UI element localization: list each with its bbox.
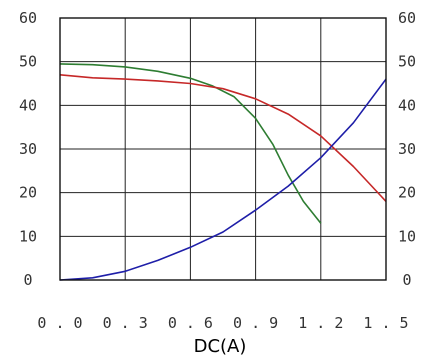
series-group bbox=[59, 63, 387, 281]
y-tick-label-right-0: 0 bbox=[402, 271, 411, 289]
x-tick-labels: 0 . 0 0 . 3 0 . 6 0 . 9 1 . 2 1 . 5 bbox=[37, 314, 408, 332]
y-tick-label-left-2: 20 bbox=[19, 184, 37, 202]
x-tick-label-0: 0 . 0 bbox=[37, 314, 82, 332]
y-tick-label-right-1: 10 bbox=[398, 227, 416, 245]
y-tick-label-right-4: 40 bbox=[398, 96, 416, 114]
x-tick-label-2: 0 . 6 bbox=[168, 314, 213, 332]
x-tick-label-4: 1 . 2 bbox=[298, 314, 343, 332]
y-tick-label-left-1: 10 bbox=[19, 227, 37, 245]
y-tick-label-left-6: 60 bbox=[19, 9, 37, 27]
x-tick-label-1: 0 . 3 bbox=[103, 314, 148, 332]
grid bbox=[59, 17, 387, 281]
y-tick-labels-left: 0 10 20 30 40 50 60 bbox=[19, 9, 37, 289]
y-tick-label-left-3: 30 bbox=[19, 140, 37, 158]
plot-frame bbox=[59, 17, 387, 281]
series-line-0 bbox=[59, 63, 322, 224]
y-tick-label-right-2: 20 bbox=[398, 184, 416, 202]
y-tick-labels-right: 0 10 20 30 40 50 60 bbox=[398, 9, 416, 289]
y-tick-label-right-3: 30 bbox=[398, 140, 416, 158]
y-tick-label-left-4: 40 bbox=[19, 96, 37, 114]
y-tick-label-left-5: 50 bbox=[19, 53, 37, 71]
x-tick-label-5: 1 . 5 bbox=[363, 314, 408, 332]
y-tick-label-right-6: 60 bbox=[398, 9, 416, 27]
x-axis-label: DC(A) bbox=[194, 336, 247, 357]
y-tick-label-right-5: 50 bbox=[398, 53, 416, 71]
x-tick-label-3: 0 . 9 bbox=[233, 314, 278, 332]
y-tick-label-left-0: 0 bbox=[23, 271, 32, 289]
series-line-2 bbox=[59, 78, 387, 281]
